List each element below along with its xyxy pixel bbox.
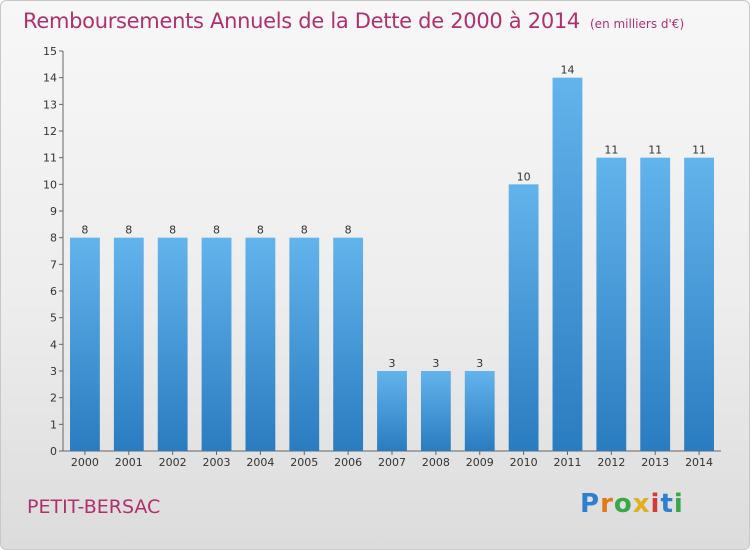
- bar: [420, 371, 451, 451]
- x-tick-label: 2001: [115, 456, 143, 469]
- x-tick-label: 2003: [203, 456, 231, 469]
- bar-value-label: 11: [692, 144, 706, 157]
- y-tick-label: 0: [50, 445, 57, 458]
- bar: [157, 237, 188, 451]
- x-tick-label: 2002: [159, 456, 187, 469]
- bar-value-label: 8: [81, 224, 88, 237]
- bar-value-label: 14: [560, 64, 574, 77]
- bar: [684, 157, 714, 451]
- bar: [201, 237, 232, 451]
- bar-value-label: 3: [389, 357, 396, 370]
- chart-labels: 8 2000 8 2001 8 2002 8 2003 8 2004 8 2005 8 2006 3 2007…: [71, 64, 713, 469]
- x-tick-label: 2000: [71, 456, 99, 469]
- y-tick-label: 14: [43, 72, 57, 85]
- bar-value-label: 11: [604, 144, 618, 157]
- x-tick-label: 2004: [246, 456, 274, 469]
- y-tick-label: 13: [43, 98, 57, 111]
- y-tick-label: 6: [50, 285, 57, 298]
- bar-value-label: 10: [517, 170, 531, 183]
- x-tick-label: 2014: [685, 456, 713, 469]
- chart-title: Remboursements Annuels de la Dette de 20…: [23, 9, 684, 33]
- x-tick-label: 2006: [334, 456, 362, 469]
- bar: [113, 237, 144, 451]
- bar: [508, 184, 539, 452]
- bar-value-label: 8: [213, 224, 220, 237]
- y-tick-label: 2: [50, 392, 57, 405]
- chart-unit: (en milliers d'€): [590, 17, 685, 31]
- y-tick-label: 15: [43, 45, 57, 58]
- x-tick-label: 2011: [553, 456, 581, 469]
- y-tick-label: 8: [50, 232, 57, 245]
- bar: [333, 237, 364, 451]
- bar: [377, 371, 407, 451]
- bar: [70, 237, 100, 451]
- x-tick-label: 2009: [466, 456, 494, 469]
- chart-title-text: Remboursements Annuels de la Dette de 20…: [23, 9, 580, 33]
- y-tick-label: 1: [50, 418, 57, 431]
- bar-value-label: 8: [257, 224, 264, 237]
- bar-value-label: 11: [648, 144, 662, 157]
- bar: [552, 77, 583, 452]
- y-tick-label: 5: [50, 312, 57, 325]
- x-tick-label: 2010: [510, 456, 538, 469]
- bar: [464, 371, 495, 451]
- bar-value-label: 3: [432, 357, 439, 370]
- y-tick-label: 11: [43, 152, 57, 165]
- x-tick-label: 2012: [597, 456, 625, 469]
- bar: [640, 157, 671, 451]
- x-tick-label: 2005: [290, 456, 318, 469]
- x-tick-label: 2007: [378, 456, 406, 469]
- x-tick-label: 2008: [422, 456, 450, 469]
- x-tick-label: 2013: [641, 456, 669, 469]
- chart-bars: [70, 77, 714, 452]
- y-tick-label: 4: [50, 338, 57, 351]
- bar: [289, 237, 320, 451]
- bar-value-label: 3: [476, 357, 483, 370]
- bar-value-label: 8: [169, 224, 176, 237]
- bar: [596, 157, 627, 451]
- place-name: PETIT-BERSAC: [27, 496, 161, 518]
- y-tick-label: 7: [50, 258, 57, 271]
- y-tick-label: 9: [50, 205, 57, 218]
- bar-value-label: 8: [301, 224, 308, 237]
- bar: [245, 237, 276, 451]
- proxiti-logo: Proxiti: [580, 489, 684, 519]
- y-tick-label: 10: [43, 178, 57, 191]
- y-tick-label: 12: [43, 125, 57, 138]
- bar-value-label: 8: [345, 224, 352, 237]
- y-tick-label: 3: [50, 365, 57, 378]
- bar-value-label: 8: [125, 224, 132, 237]
